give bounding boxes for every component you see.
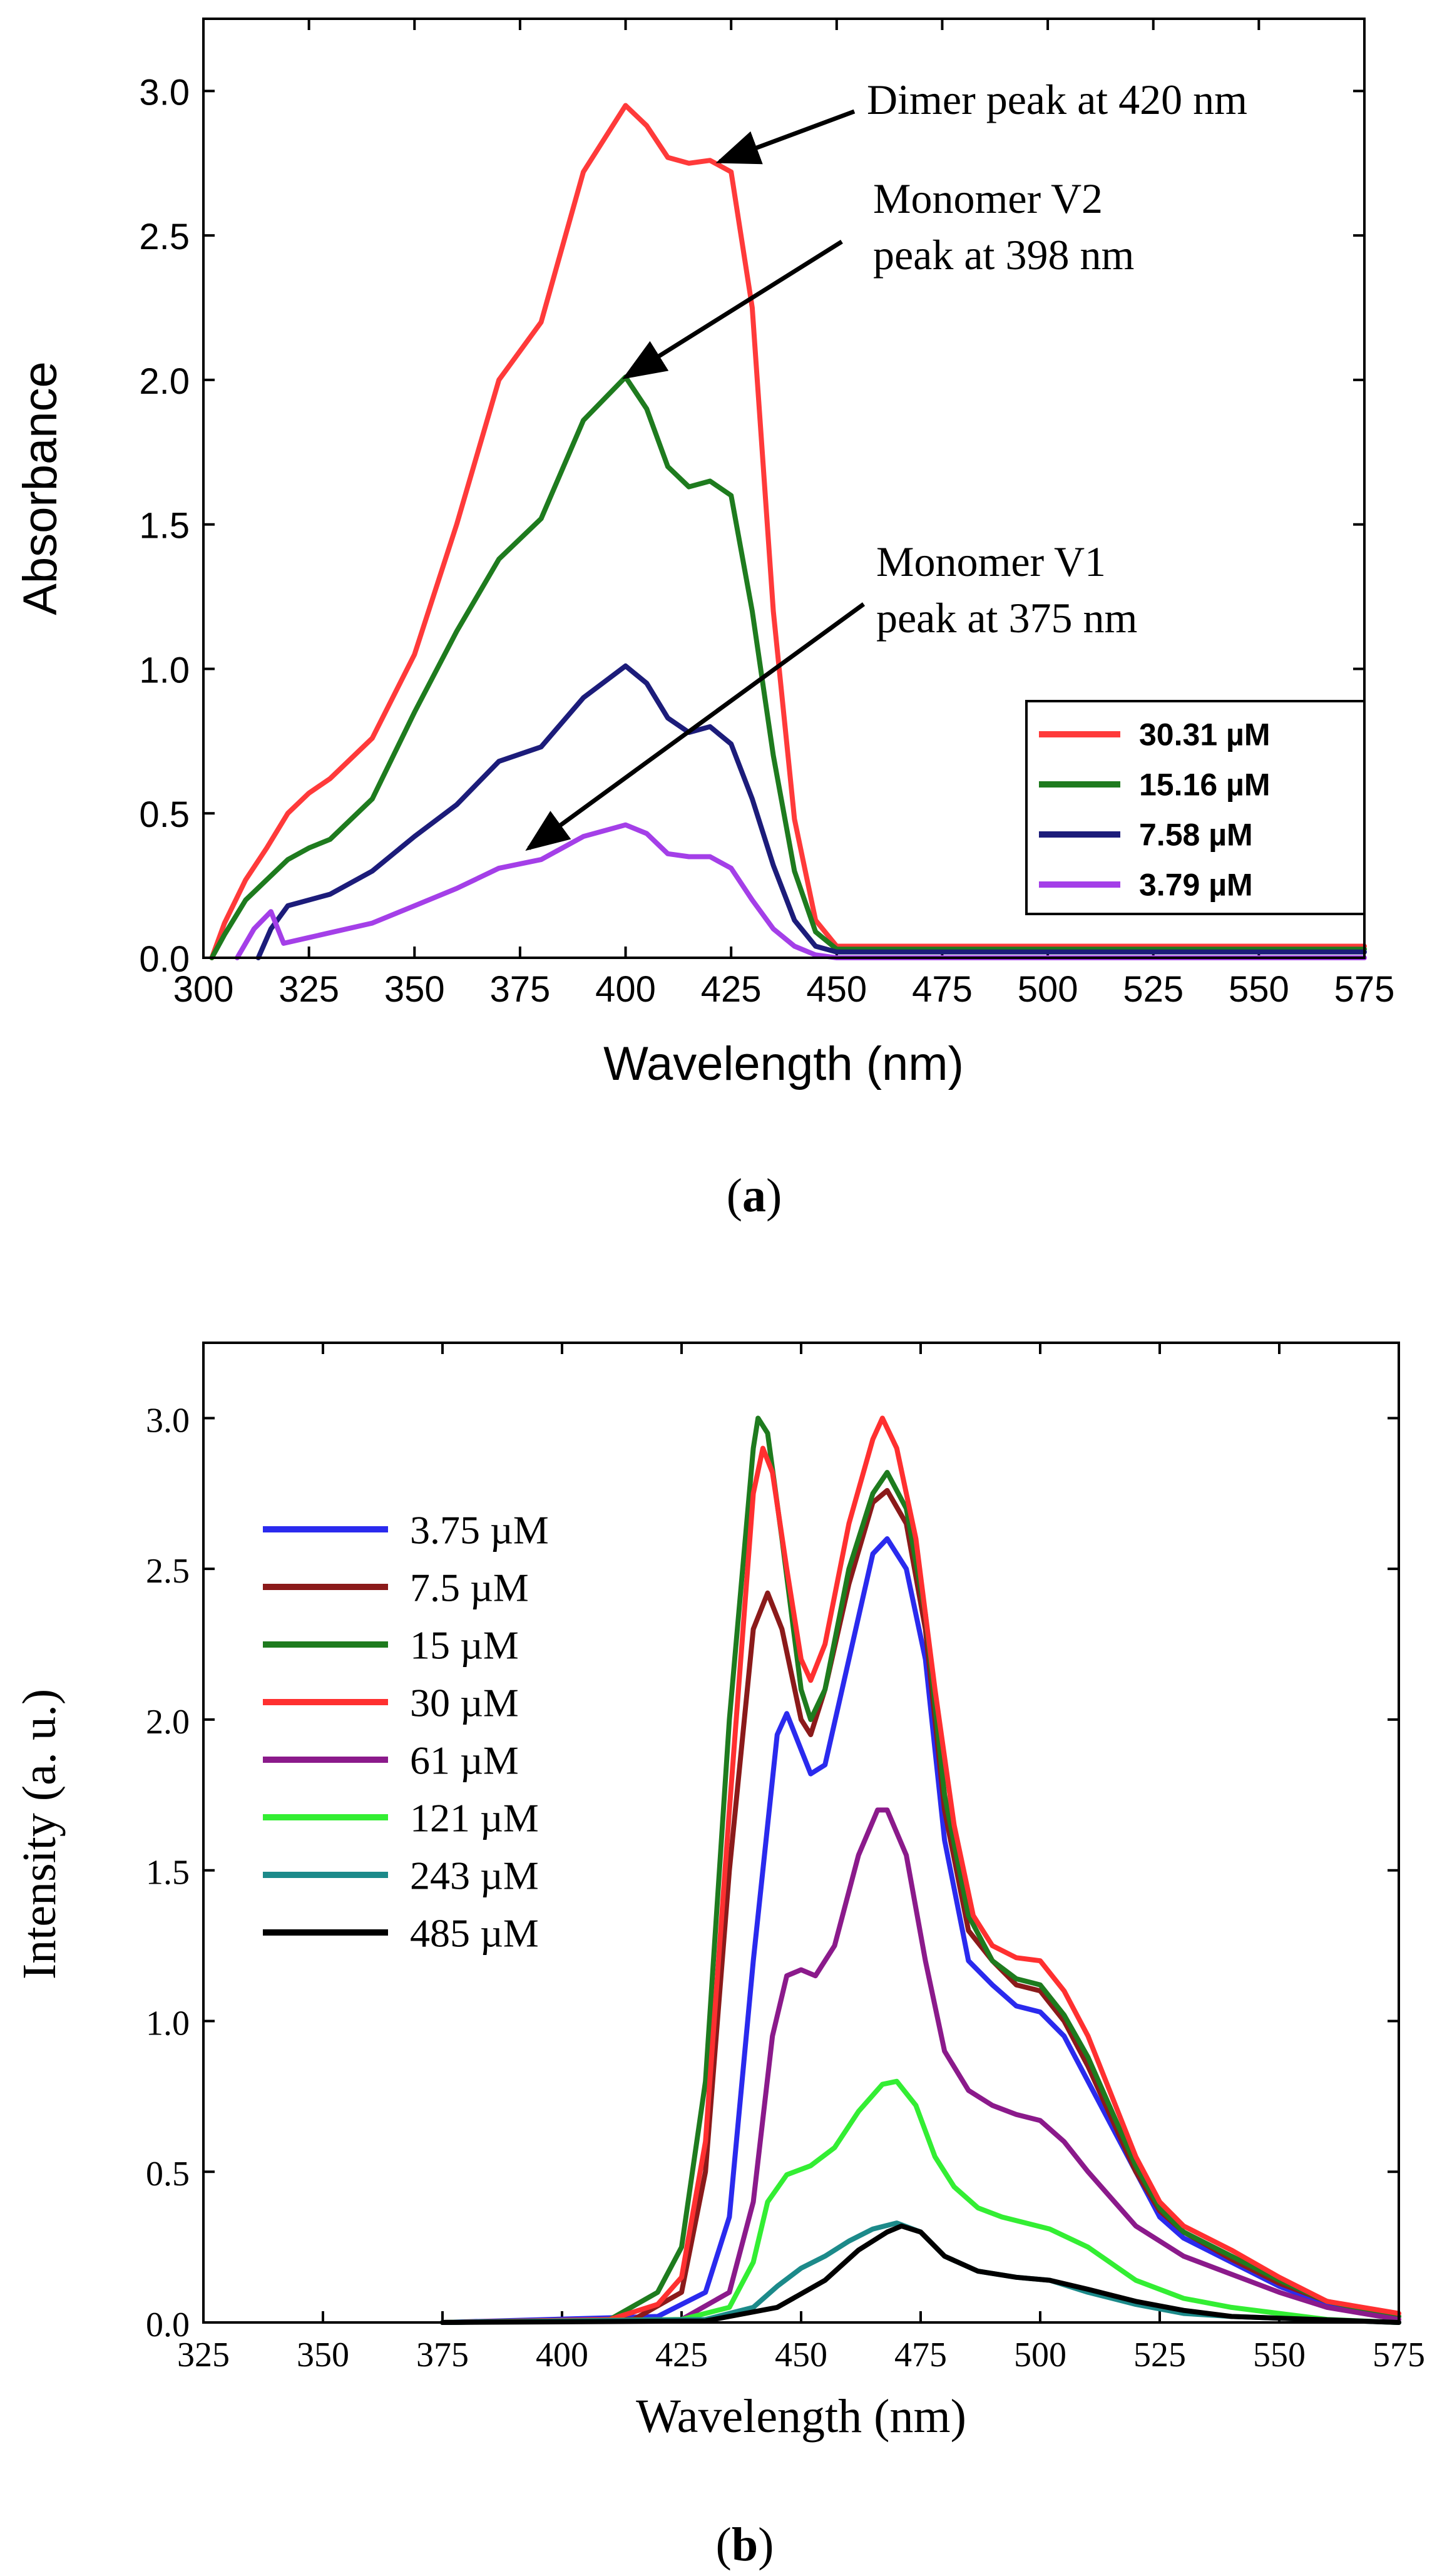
chart-a-legend-label-0: 30.31 µM bbox=[1139, 717, 1270, 752]
chart-a-y-tick-label: 1.5 bbox=[139, 506, 190, 547]
chart-b-plot-frame bbox=[202, 1342, 1400, 2324]
chart-a-x-tick-label: 550 bbox=[1229, 969, 1289, 1010]
dimer-peak-annotation: Dimer peak at 420 nm bbox=[867, 76, 1247, 123]
chart-b-caption: (b) bbox=[716, 2518, 774, 2571]
chart-b-y-tick-label: 1.0 bbox=[146, 2004, 190, 2043]
chart-b-y-tick-label: 2.5 bbox=[146, 1552, 190, 1591]
monomer-v1-annotation-line2: peak at 375 nm bbox=[876, 594, 1137, 642]
chart-a-y-axis-label: Absorbance bbox=[14, 361, 67, 615]
chart-b-legend: 3.75 µM 7.5 µM 15 µM 30 µM 61 µM 121 µM 243 µM… bbox=[263, 1507, 549, 1955]
chart-b-x-tick-label: 475 bbox=[894, 2336, 947, 2374]
chart-a-series-line-0 bbox=[209, 103, 1367, 960]
chart-a-x-tick-label: 350 bbox=[384, 969, 445, 1010]
chart-a-y-tick-label: 2.5 bbox=[139, 217, 190, 257]
chart-b-x-tick-label: 500 bbox=[1014, 2336, 1066, 2374]
chart-a-x-tick-label: 300 bbox=[173, 969, 234, 1010]
chart-b-legend-label-5: 121 µM bbox=[410, 1795, 539, 1840]
chart-b-x-tick-label: 350 bbox=[297, 2336, 349, 2374]
chart-a: 300 325 350 375 400 425 450 475 500 525 550 575 0.0… bbox=[14, 18, 1395, 1222]
chart-a-x-tick-label: 500 bbox=[1018, 969, 1078, 1010]
chart-b-y-tick-label: 2.0 bbox=[146, 1703, 190, 1742]
chart-b-series-line-4 bbox=[440, 1807, 1401, 2325]
chart-b-x-tick-label: 450 bbox=[775, 2336, 827, 2374]
chart-a-x-tick-labels: 300 325 350 375 400 425 450 475 500 525 550 575 bbox=[173, 969, 1395, 1010]
monomer-v2-arrow bbox=[622, 240, 843, 379]
chart-b: 325 350 375 400 425 450 475 500 525 550 575 0.0 0.5… bbox=[13, 1342, 1425, 2571]
chart-b-y-tick-label: 0.5 bbox=[146, 2155, 190, 2194]
chart-b-series-line-3 bbox=[440, 1415, 1401, 2325]
chart-a-annotations: Dimer peak at 420 nm Monomer V2 peak at … bbox=[525, 76, 1247, 851]
chart-b-series bbox=[440, 1415, 1401, 2325]
chart-b-legend-label-4: 61 µM bbox=[410, 1738, 519, 1782]
chart-b-y-axis-label: Intensity (a. u.) bbox=[13, 1689, 66, 1979]
chart-b-legend-label-2: 15 µM bbox=[410, 1623, 519, 1667]
dimer-peak-arrow bbox=[715, 109, 856, 165]
chart-a-x-axis-label: Wavelength (nm) bbox=[603, 1037, 964, 1090]
chart-b-legend-label-3: 30 µM bbox=[410, 1680, 519, 1725]
chart-a-plot-frame bbox=[202, 18, 1366, 959]
chart-a-x-tick-label: 475 bbox=[912, 969, 973, 1010]
monomer-v1-arrow bbox=[525, 602, 866, 851]
chart-b-x-tick-label: 400 bbox=[536, 2336, 588, 2374]
chart-b-x-tick-label: 325 bbox=[177, 2336, 230, 2374]
chart-b-x-tick-label: 375 bbox=[416, 2336, 469, 2374]
chart-b-x-axis-label: Wavelength (nm) bbox=[636, 2390, 966, 2443]
chart-b-y-tick-label: 0.0 bbox=[146, 2306, 190, 2344]
monomer-v2-annotation-line2: peak at 398 nm bbox=[873, 231, 1134, 279]
chart-a-y-tick-label: 2.0 bbox=[139, 361, 190, 402]
chart-a-caption: (a) bbox=[727, 1169, 782, 1222]
chart-b-y-tick-labels: 0.0 0.5 1.0 1.5 2.0 2.5 3.0 bbox=[146, 1401, 190, 2344]
chart-a-x-tick-label: 450 bbox=[806, 969, 867, 1010]
chart-b-legend-label-0: 3.75 µM bbox=[410, 1507, 549, 1552]
chart-a-legend-label-2: 7.58 µM bbox=[1139, 818, 1253, 853]
chart-a-legend-label-3: 3.79 µM bbox=[1139, 868, 1253, 903]
chart-b-series-line-7 bbox=[440, 2223, 1401, 2325]
monomer-v1-annotation-line1: Monomer V1 bbox=[876, 538, 1106, 585]
chart-a-x-tick-label: 425 bbox=[701, 969, 762, 1010]
chart-a-series-line-2 bbox=[255, 663, 1367, 960]
chart-a-y-tick-label: 0.5 bbox=[139, 794, 190, 835]
chart-b-legend-label-6: 243 µM bbox=[410, 1853, 539, 1897]
chart-a-series-line-3 bbox=[235, 822, 1367, 960]
chart-b-x-tick-labels: 325 350 375 400 425 450 475 500 525 550 575 bbox=[177, 2336, 1425, 2374]
chart-a-series bbox=[209, 103, 1367, 960]
chart-a-y-tick-label: 0.0 bbox=[139, 939, 190, 980]
chart-b-y-tick-label: 1.5 bbox=[146, 1854, 190, 1892]
chart-a-x-tick-label: 375 bbox=[490, 969, 551, 1010]
chart-a-x-tick-label: 400 bbox=[595, 969, 656, 1010]
chart-b-series-line-5 bbox=[440, 2078, 1401, 2325]
chart-b-legend-label-1: 7.5 µM bbox=[410, 1565, 529, 1609]
chart-b-legend-label-7: 485 µM bbox=[410, 1911, 539, 1955]
chart-a-y-tick-label: 1.0 bbox=[139, 650, 190, 690]
chart-b-x-tick-label: 525 bbox=[1133, 2336, 1186, 2374]
chart-b-series-line-2 bbox=[440, 1415, 1401, 2325]
chart-b-y-tick-label: 3.0 bbox=[146, 1401, 190, 1440]
chart-a-legend: 30.31 µM 15.16 µM 7.58 µM 3.79 µM bbox=[1025, 700, 1366, 915]
chart-a-x-tick-label: 325 bbox=[279, 969, 339, 1010]
chart-a-y-tick-labels: 0.0 0.5 1.0 1.5 2.0 2.5 3.0 bbox=[139, 72, 190, 980]
chart-a-x-tick-label: 525 bbox=[1123, 969, 1184, 1010]
monomer-v2-annotation-line1: Monomer V2 bbox=[873, 175, 1103, 222]
chart-a-legend-label-1: 15.16 µM bbox=[1139, 767, 1270, 803]
chart-a-x-tick-label: 575 bbox=[1334, 969, 1395, 1010]
chart-a-series-line-1 bbox=[209, 374, 1367, 960]
chart-b-series-line-0 bbox=[440, 1536, 1401, 2325]
chart-b-x-tick-label: 425 bbox=[655, 2336, 708, 2374]
chart-a-y-tick-label: 3.0 bbox=[139, 72, 190, 113]
chart-b-x-tick-label: 575 bbox=[1373, 2336, 1425, 2374]
chart-b-x-tick-label: 550 bbox=[1253, 2336, 1306, 2374]
